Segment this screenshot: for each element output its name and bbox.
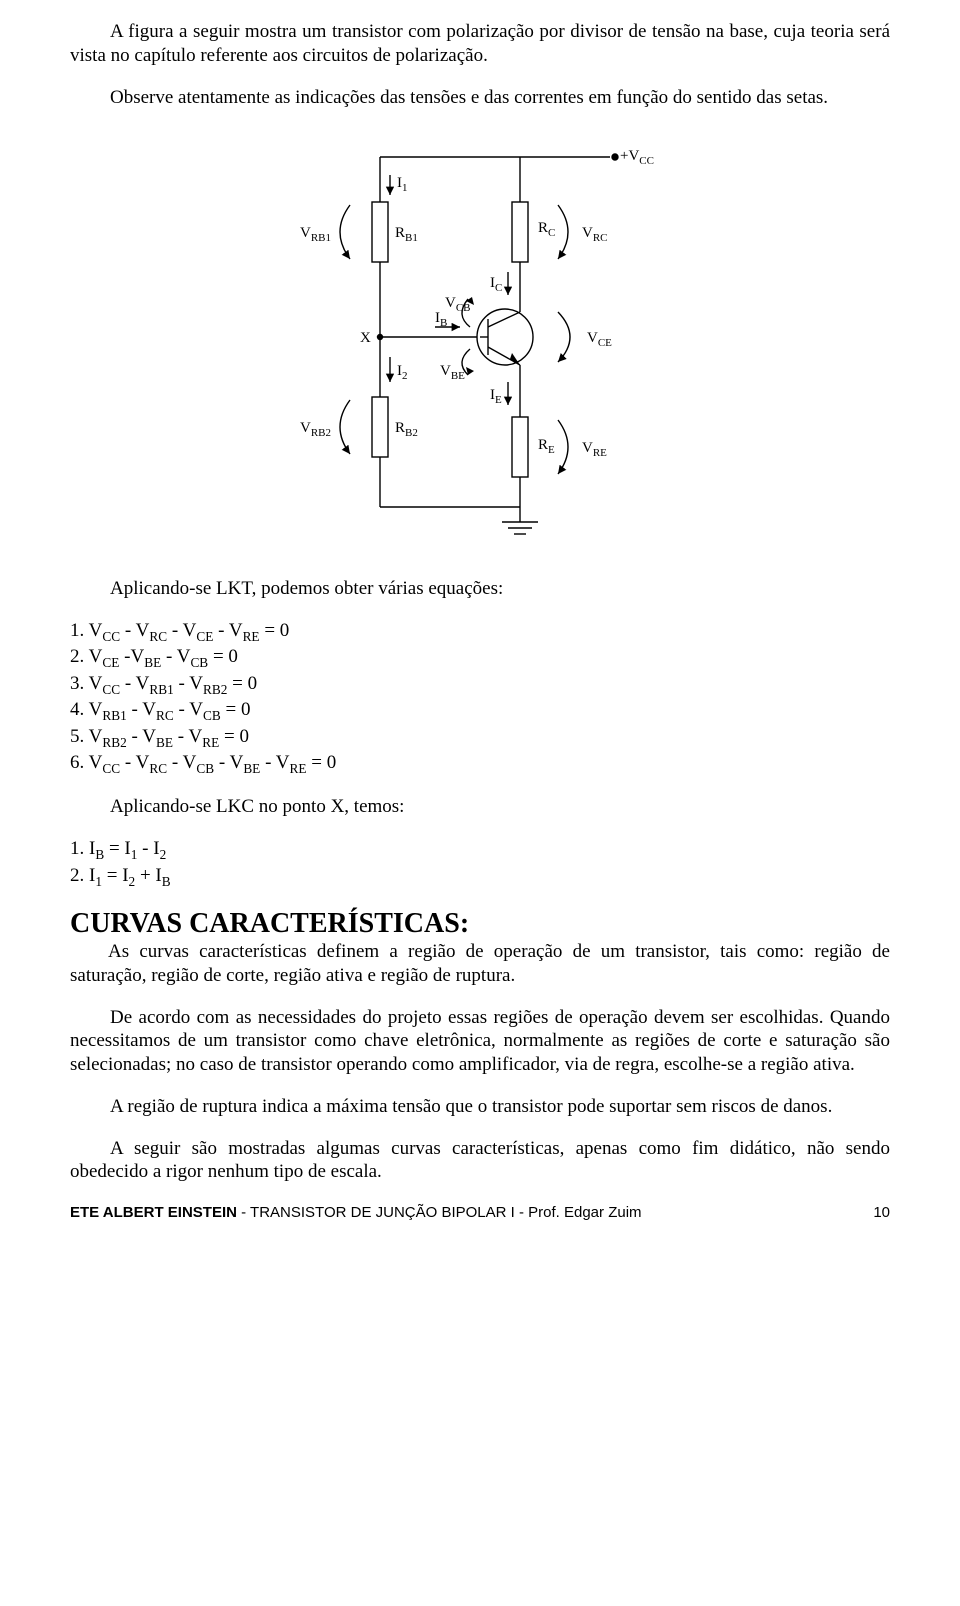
lkt-item: 2. VCE -VBE - VCB = 0 [70, 645, 890, 671]
section-p1: ____As curvas características definem a … [70, 940, 890, 988]
footer-school: ETE ALBERT EINSTEIN [70, 1204, 237, 1221]
intro-p1: A figura a seguir mostra um transistor c… [70, 20, 890, 68]
svg-text:VCE: VCE [587, 330, 612, 349]
lkt-item: 4. VRB1 - VRC - VCB = 0 [70, 698, 890, 724]
lkc-item: 2. I1 = I2 + IB [70, 864, 890, 890]
intro-p2: Observe atentamente as indicações das te… [70, 86, 890, 110]
svg-text:I1: I1 [397, 175, 408, 194]
section-title: CURVAS CARACTERÍSTICAS: [70, 908, 890, 940]
svg-text:X: X [360, 330, 371, 346]
lkt-item: 6. VCC - VRC - VCB - VBE - VRE = 0 [70, 751, 890, 777]
lkc-intro: Aplicando-se LKC no ponto X, temos: [70, 795, 890, 819]
svg-text:RB1: RB1 [395, 225, 418, 244]
svg-text:+VCC: +VCC [620, 148, 654, 167]
lkc-item: 1. IB = I1 - I2 [70, 837, 890, 863]
svg-text:RE: RE [538, 437, 555, 456]
lkt-item: 1. VCC - VRC - VCE - VRE = 0 [70, 619, 890, 645]
lkc-list: 1. IB = I1 - I2 2. I1 = I2 + IB [70, 837, 890, 890]
lkt-list: 1. VCC - VRC - VCE - VRE = 0 2. VCE -VBE… [70, 619, 890, 777]
svg-text:VRC: VRC [582, 225, 608, 244]
svg-text:I2: I2 [397, 363, 408, 382]
svg-text:IE: IE [490, 387, 502, 406]
svg-text:VBE: VBE [440, 363, 465, 382]
svg-text:VRB2: VRB2 [300, 420, 331, 439]
page-number: 10 [853, 1204, 890, 1221]
svg-text:IC: IC [490, 275, 502, 294]
lkt-intro: Aplicando-se LKT, podemos obter várias e… [70, 577, 890, 601]
page-footer: ETE ALBERT EINSTEIN - TRANSISTOR DE JUNÇ… [70, 1204, 890, 1221]
section-p3: A região de ruptura indica a máxima tens… [70, 1095, 890, 1119]
lkt-item: 3. VCC - VRB1 - VRB2 = 0 [70, 672, 890, 698]
section-p2: De acordo com as necessidades do projeto… [70, 1006, 890, 1077]
circuit-diagram: +VCC I1 RC IC VRC VRB1 RB1 VCB IB X VCE … [290, 127, 670, 547]
svg-text:VRE: VRE [582, 440, 607, 459]
section-p4: A seguir são mostradas algumas curvas ca… [70, 1137, 890, 1185]
svg-text:VCB: VCB [445, 295, 471, 314]
svg-text:RC: RC [538, 220, 555, 239]
svg-text:IB: IB [435, 310, 447, 329]
svg-text:VRB1: VRB1 [300, 225, 331, 244]
lkt-item: 5. VRB2 - VBE - VRE = 0 [70, 725, 890, 751]
svg-text:RB2: RB2 [395, 420, 418, 439]
